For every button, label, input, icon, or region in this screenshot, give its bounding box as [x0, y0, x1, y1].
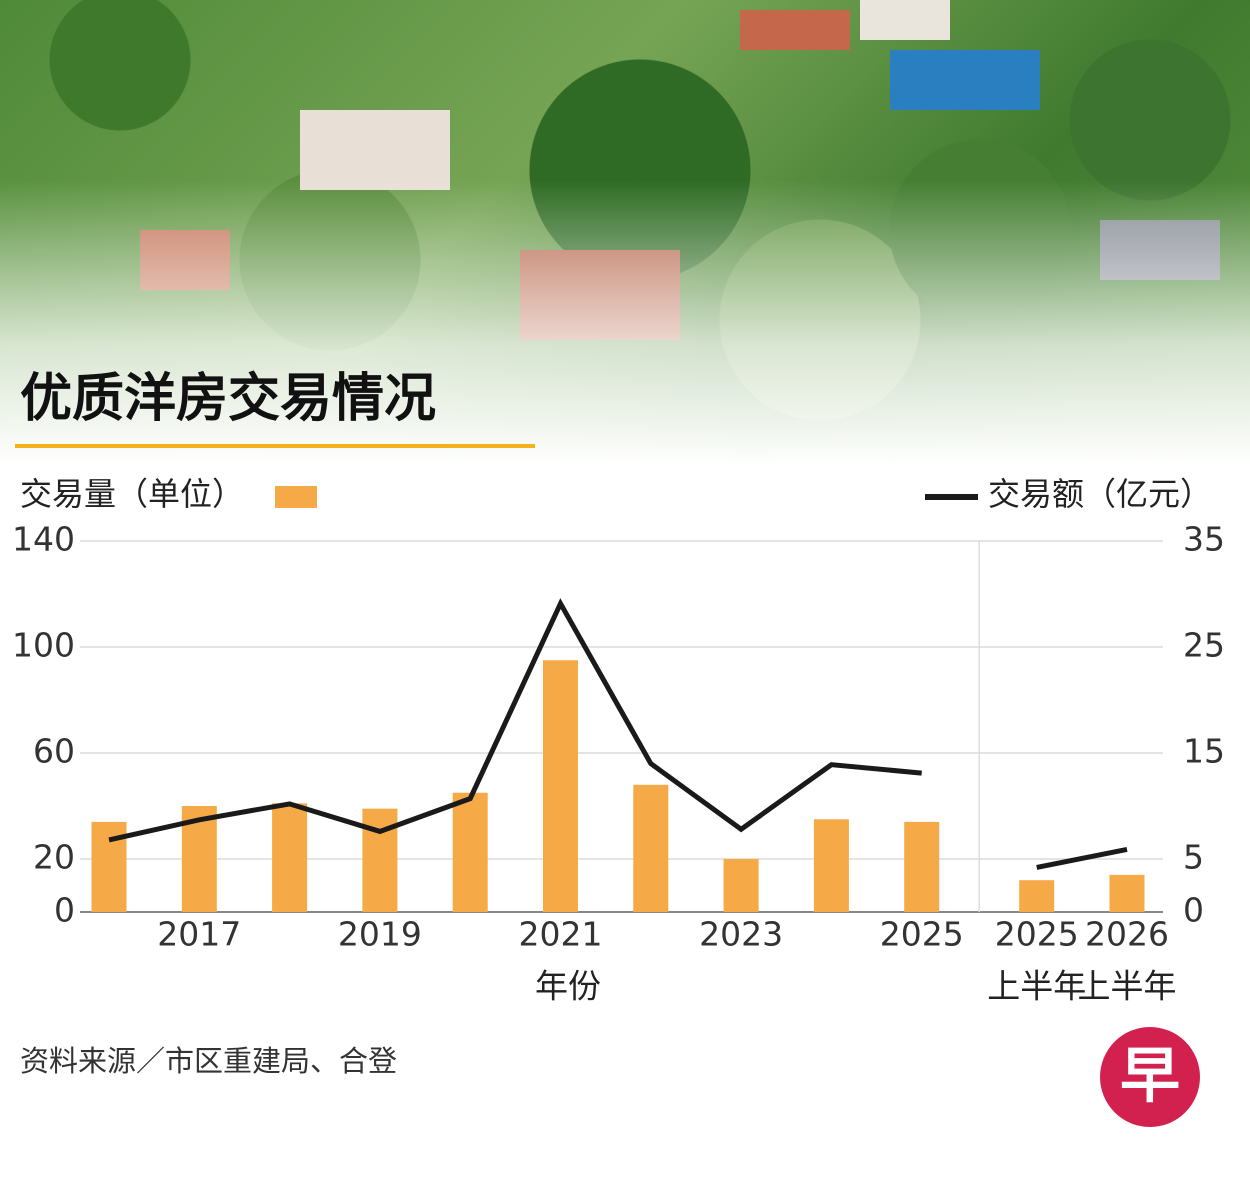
legend-swatch [275, 486, 317, 508]
bar [1109, 874, 1145, 912]
x-tick-label: 2025 [995, 915, 1079, 954]
y2-tick-label: 0 [1183, 891, 1204, 930]
house [890, 50, 1040, 110]
house [740, 10, 850, 50]
bar [362, 808, 398, 912]
y-tick-label: 0 [54, 891, 75, 930]
house [860, 0, 950, 40]
y2-tick-label: 35 [1183, 520, 1225, 559]
y-tick-label: 60 [33, 732, 75, 771]
x-tick-label: 2026 [1085, 915, 1169, 954]
x-axis-label: 年份 [535, 967, 601, 1006]
line [108, 598, 1128, 870]
x-tick-label: 2017 [157, 915, 241, 954]
chart-title: 优质洋房交易情况 [20, 369, 436, 429]
x-tick-label: 2023 [699, 915, 783, 954]
x-tick-note: 上半年 [1078, 967, 1177, 1006]
y2-tick-label: 5 [1183, 838, 1204, 877]
bar [633, 784, 669, 912]
bar [904, 821, 940, 912]
y-tick-label: 100 [12, 626, 75, 665]
logo: 早 [1120, 1042, 1180, 1112]
bar [272, 803, 308, 912]
bar [543, 660, 578, 912]
source: 资料来源／市区重建局、合登 [20, 1044, 397, 1078]
bar [452, 792, 488, 912]
x-tick-label: 2021 [519, 915, 603, 954]
photo-fade [0, 180, 1250, 480]
x-tick-label: 2019 [338, 915, 422, 954]
y2-tick-label: 25 [1183, 626, 1225, 665]
y2-axis-label: 交易额（亿元） [988, 475, 1212, 513]
house [300, 110, 450, 190]
x-tick-label: 2025 [880, 915, 964, 954]
y-axis-label: 交易量（单位） [20, 475, 244, 513]
x-tick-note: 上半年 [987, 967, 1086, 1006]
bar [1019, 880, 1055, 912]
y-tick-label: 140 [12, 520, 75, 559]
y2-tick-label: 15 [1183, 732, 1225, 771]
bar [723, 859, 759, 912]
logo-circle [1100, 1027, 1200, 1127]
y-tick-label: 20 [33, 838, 75, 877]
bar [813, 819, 849, 912]
